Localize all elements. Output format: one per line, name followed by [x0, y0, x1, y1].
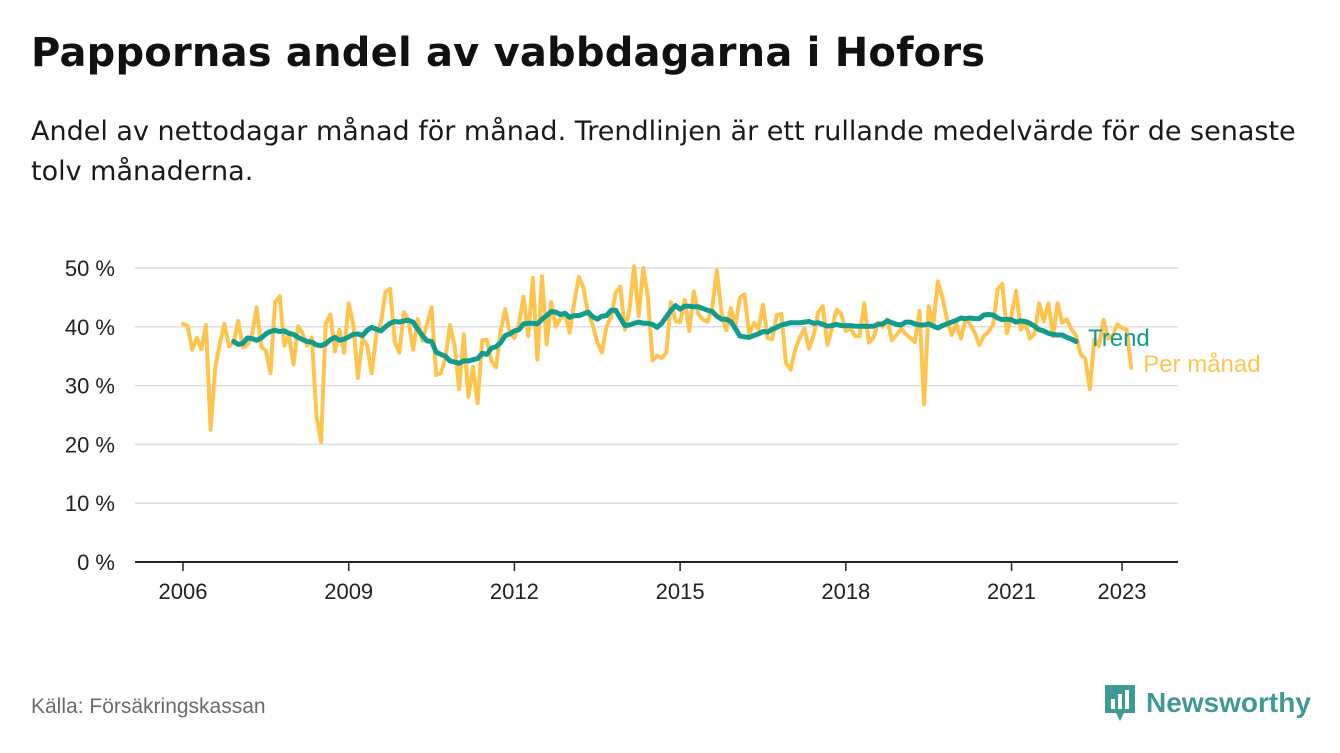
y-tick-label: 40 %: [65, 315, 115, 340]
source-note: Källa: Försäkringskassan: [31, 695, 266, 718]
y-axis-tick-labels: 0 % 10 % 20 % 30 % 40 % 50 %: [65, 256, 115, 575]
x-axis-tick-labels: 2006 2009 2012 2015 2018 2021 2023: [159, 562, 1147, 604]
x-tick-label: 2009: [324, 579, 373, 604]
series-lines: [181, 264, 1134, 444]
y-tick-label: 20 %: [65, 432, 115, 457]
x-tick-label: 2015: [656, 579, 705, 604]
x-tick-label: 2021: [987, 579, 1036, 604]
y-tick-label: 10 %: [65, 491, 115, 516]
y-tick-label: 50 %: [65, 256, 115, 281]
line-chart: 0 % 10 % 20 % 30 % 40 % 50 % 2006 2009 2012 2015…: [65, 256, 1261, 604]
x-tick-label: 2018: [821, 579, 870, 604]
monthly-series-label: Per månad: [1143, 351, 1260, 378]
brand-name: Newsworthy: [1146, 687, 1311, 718]
gridlines: [135, 267, 1178, 504]
trend-series-label: Trend: [1088, 325, 1150, 352]
monthly-line: [181, 264, 1134, 444]
y-tick-label: 30 %: [65, 374, 115, 399]
newsworthy-brand: Newsworthy: [1102, 682, 1311, 724]
chart-title: Pappornas andel av vabbdagarna i Hofors: [31, 30, 986, 76]
x-tick-label: 2023: [1098, 579, 1147, 604]
x-tick-label: 2006: [159, 579, 208, 604]
y-tick-label: 0 %: [77, 550, 115, 575]
trend-line: [231, 303, 1079, 366]
chart-subtitle: Andel av nettodagar månad för månad. Tre…: [31, 116, 1296, 187]
newsworthy-logo-icon: [1105, 685, 1135, 721]
x-tick-label: 2012: [490, 579, 539, 604]
